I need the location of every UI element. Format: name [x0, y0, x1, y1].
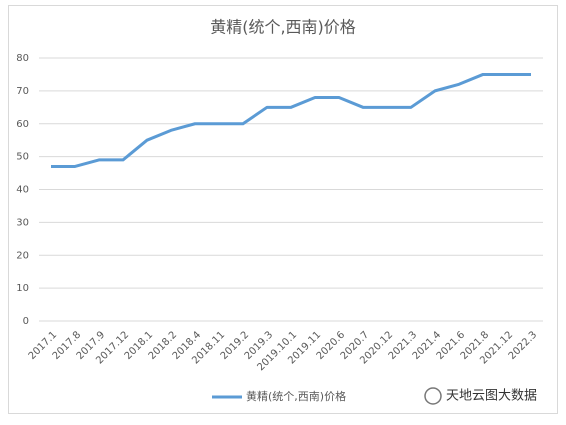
watermark-text: 天地云图大数据 — [446, 389, 537, 404]
watermark-icon — [424, 387, 442, 405]
chart-title: 黄精(统个,西南)价格 — [210, 18, 356, 37]
y-tick-label: 10 — [16, 283, 29, 294]
y-tick-label: 40 — [16, 185, 29, 196]
y-tick-label: 0 — [23, 316, 29, 327]
watermark: 天地云图大数据 — [424, 387, 537, 405]
y-tick-label: 30 — [16, 217, 29, 228]
y-tick-label: 70 — [16, 86, 29, 97]
y-tick-label: 20 — [16, 250, 29, 261]
y-tick-label: 50 — [16, 152, 29, 163]
legend-label: 黄精(统个,西南)价格 — [246, 389, 346, 403]
y-tick-label: 60 — [16, 119, 29, 130]
chart-frame — [8, 5, 558, 414]
y-tick-label: 80 — [16, 53, 29, 64]
line — [51, 72, 531, 168]
